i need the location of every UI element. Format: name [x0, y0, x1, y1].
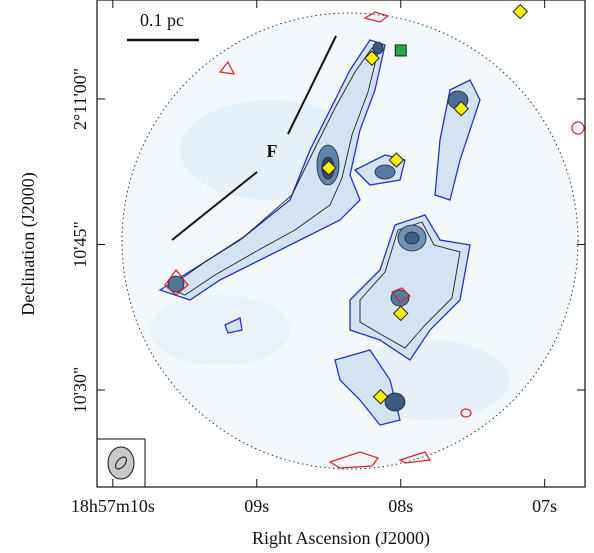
annotation: F: [267, 141, 278, 161]
x-tick-label: 18h57m10s: [71, 496, 155, 516]
x-axis-title: Right Ascension (J2000): [252, 528, 430, 549]
x-tick-label: 08s: [388, 496, 413, 516]
chart: F 0.1 pc Right Ascension (J2000) Declina…: [0, 0, 594, 553]
y-tick-label: 10'45": [70, 221, 90, 268]
y-tick-label: 2°11'00": [70, 68, 90, 130]
beam: [97, 439, 145, 487]
x-tick-label: 09s: [244, 496, 269, 516]
y-axis-title: Declination (J2000): [18, 172, 39, 315]
x-tick-label: 07s: [532, 496, 557, 516]
y-tick-label: 10'30": [70, 367, 90, 414]
map-background: [97, 0, 585, 487]
scale-bar-label: 0.1 pc: [140, 10, 184, 30]
square-marker: [395, 45, 406, 56]
